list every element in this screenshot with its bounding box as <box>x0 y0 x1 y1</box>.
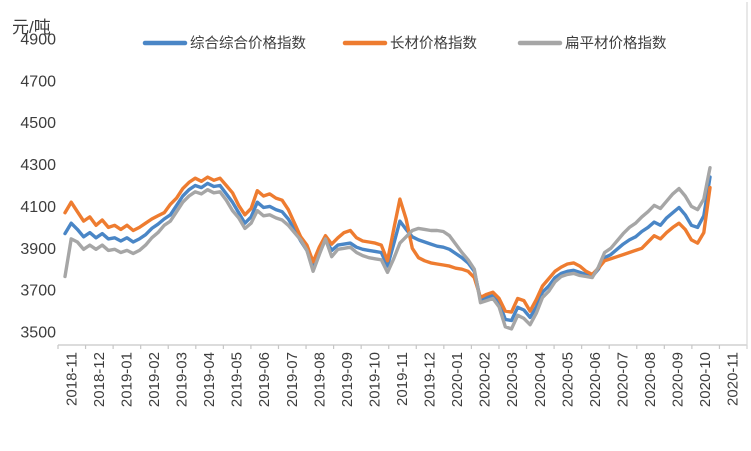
legend: 综合综合价格指数 长材价格指数 扁平材价格指数 <box>142 35 667 52</box>
legend-item: 扁平材价格指数 <box>517 35 667 52</box>
x-tick-label: 2019-08 <box>311 352 328 407</box>
x-tick-label: 2020-09 <box>670 352 687 407</box>
legend-item: 综合综合价格指数 <box>142 35 306 52</box>
x-tick-label: 2019-09 <box>339 352 356 407</box>
x-tick-label: 2020-03 <box>504 352 521 407</box>
y-tick-label: 4100 <box>20 199 56 216</box>
x-tick-label: 2019-11 <box>394 352 411 406</box>
y-axis-unit-label: 元/吨 <box>12 18 51 37</box>
x-tick-label: 2020-05 <box>559 352 576 407</box>
legend-item: 长材价格指数 <box>342 35 477 52</box>
y-tick-label: 4300 <box>20 157 56 174</box>
x-tick-label: 2020-01 <box>449 352 466 407</box>
x-axis-labels: 2018-11 2018-12 2019-01 2019-02 2019-03 2019-… <box>63 352 741 407</box>
y-tick-label: 4700 <box>20 73 56 90</box>
x-tick-label: 2020-07 <box>614 352 631 407</box>
x-tick-label: 2020-02 <box>477 352 494 407</box>
series-lines <box>63 165 712 331</box>
x-tick-label: 2020-08 <box>642 352 659 407</box>
x-tick-label: 2019-01 <box>118 352 135 407</box>
x-axis-ticks <box>57 345 748 349</box>
x-tick-label: 2019-02 <box>146 352 163 407</box>
y-tick-label: 4900 <box>20 32 56 49</box>
y-tick-label: 3900 <box>20 241 56 258</box>
x-tick-label: 2019-05 <box>229 352 246 407</box>
x-tick-label: 2020-10 <box>697 352 714 407</box>
series-line <box>63 175 712 323</box>
legend-label: 长材价格指数 <box>390 35 477 52</box>
series-line <box>63 175 712 314</box>
x-tick-label: 2019-06 <box>256 352 273 407</box>
legend-label: 综合综合价格指数 <box>190 35 306 52</box>
x-tick-label: 2020-11 <box>725 352 742 406</box>
y-tick-label: 3500 <box>20 325 56 342</box>
x-tick-label: 2019-10 <box>366 352 383 407</box>
x-tick-label: 2018-12 <box>91 352 108 407</box>
x-tick-label: 2019-12 <box>422 352 439 407</box>
legend-label: 扁平材价格指数 <box>565 35 667 52</box>
y-axis-labels: 4900 4700 4500 4300 4100 3900 3700 3500 <box>20 32 56 342</box>
y-tick-label: 3700 <box>20 283 56 300</box>
x-tick-label: 2019-04 <box>201 352 218 407</box>
y-tick-label: 4500 <box>20 115 56 132</box>
x-tick-label: 2019-03 <box>174 352 191 407</box>
series-line <box>63 165 712 331</box>
x-tick-label: 2020-04 <box>532 352 549 407</box>
x-tick-label: 2018-11 <box>63 352 80 406</box>
x-tick-label: 2020-06 <box>587 352 604 407</box>
x-tick-label: 2019-07 <box>284 352 301 407</box>
